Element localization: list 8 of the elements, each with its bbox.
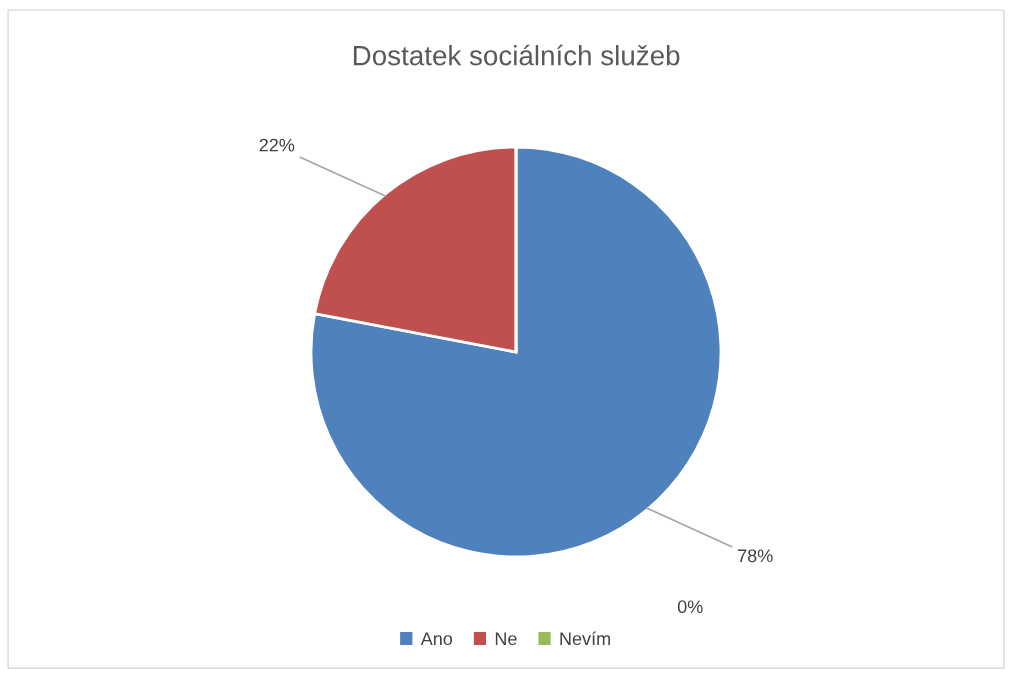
data-label: 22% — [259, 138, 295, 152]
legend-label: Ne — [495, 632, 517, 646]
legend-label: Nevím — [560, 631, 610, 646]
legend-label: Ano — [420, 632, 453, 646]
text: 0% — [677, 600, 703, 614]
data-label: 78% — [738, 549, 773, 563]
chart-title: Dostatek sociálních služeb — [353, 44, 680, 66]
pie-slice — [309, 145, 723, 559]
